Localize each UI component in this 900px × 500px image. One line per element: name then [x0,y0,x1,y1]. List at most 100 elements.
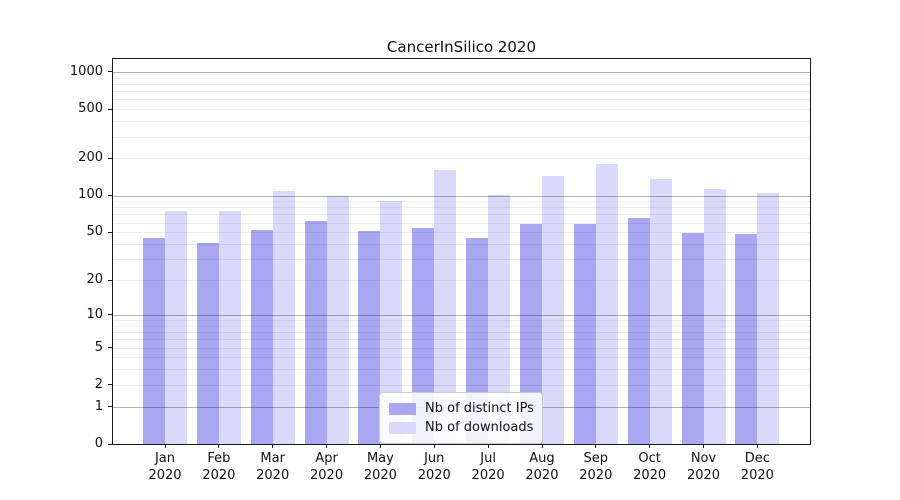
y-tick-mark [108,314,113,316]
y-tick-label: 2 [94,376,103,392]
minor-gridline [113,259,810,261]
minor-gridline [113,214,810,216]
minor-gridline [113,77,810,79]
legend: Nb of distinct IPs Nb of downloads [379,392,543,444]
bar-downloads [165,210,187,444]
x-tick-label: Dec 2020 [740,451,774,483]
minor-gridline [113,280,810,281]
legend-swatch-downloads [389,421,416,434]
x-tick-label: Apr 2020 [310,451,344,483]
y-tick-label: 1 [94,398,103,414]
bar-distinct-ips [358,231,381,444]
x-tick-mark [756,444,758,448]
minor-gridline [113,384,810,386]
x-tick-label: Aug 2020 [525,451,559,483]
bar-distinct-ips [627,218,650,444]
bar-downloads [434,170,457,444]
legend-row: Nb of distinct IPs [389,399,534,418]
bar-distinct-ips [143,237,165,444]
x-tick-label: Oct 2020 [633,451,667,483]
y-tick-mark [108,157,113,159]
x-tick-mark [326,444,328,448]
bar-downloads [488,194,511,444]
bar-distinct-ips [196,242,219,444]
x-tick-mark [595,444,597,448]
minor-gridline [113,339,810,341]
bar-distinct-ips [519,224,542,444]
minor-gridline [113,91,810,93]
y-tick-mark [108,231,113,233]
bar-downloads [649,179,672,444]
bar-downloads [380,200,403,444]
x-tick-mark [649,444,651,448]
x-tick-mark [487,444,489,448]
minor-gridline [113,332,810,333]
x-tick-mark [164,444,166,448]
bar-distinct-ips [304,220,327,444]
bar-distinct-ips [681,233,704,444]
bar-distinct-ips [412,228,435,444]
minor-gridline [113,320,810,321]
bar-downloads [595,164,618,444]
chart-title: CancerInSilico 2020 [386,38,537,56]
x-tick-mark [433,444,435,448]
y-tick-label: 1000 [69,63,103,79]
y-tick-label: 0 [94,436,103,451]
x-tick-mark [379,444,381,448]
minor-gridline [113,325,810,327]
legend-swatch-distinct-ips [389,402,416,415]
y-tick-mark [108,443,113,445]
y-tick-label: 100 [78,187,103,203]
bar-downloads [326,196,349,444]
minor-gridline [113,158,810,160]
y-tick-label: 10 [86,306,103,322]
y-tick-label: 5 [94,339,103,355]
bar-distinct-ips [250,230,273,444]
legend-row: Nb of downloads [389,418,533,437]
x-tick-label: May 2020 [363,451,397,483]
x-tick-label: Nov 2020 [686,451,721,483]
y-tick-mark [108,279,113,281]
minor-gridline [113,244,810,245]
minor-gridline [113,201,810,203]
minor-gridline [113,121,810,123]
minor-gridline [113,99,810,101]
bar-distinct-ips [573,223,596,444]
major-gridline [113,195,810,197]
plot-area: Nb of distinct IPs Nb of downloads [112,58,811,445]
x-tick-label: Jun 2020 [417,451,451,483]
x-tick-label: Sep 2020 [579,451,613,483]
x-tick-label: Feb 2020 [202,451,236,483]
x-tick-label: Mar 2020 [256,451,290,483]
bar-downloads [272,190,295,444]
y-tick-label: 200 [78,150,103,166]
minor-gridline [113,369,810,371]
y-tick-mark [108,195,113,196]
y-tick-mark [108,406,113,408]
minor-gridline [113,83,810,85]
bar-downloads [703,189,726,444]
bar-downloads [757,192,780,444]
bar-downloads [218,210,241,444]
minor-gridline [113,109,810,111]
bar-downloads [541,176,564,444]
x-tick-mark [541,444,543,448]
minor-gridline [113,357,810,359]
y-tick-label: 50 [86,224,103,240]
x-tick-mark [218,444,220,448]
x-tick-mark [272,444,274,448]
minor-gridline [113,136,810,138]
major-gridline [113,314,810,316]
legend-label-distinct-ips: Nb of distinct IPs [425,401,534,416]
minor-gridline [113,207,810,209]
legend-label-downloads: Nb of downloads [425,420,534,435]
minor-gridline [113,232,810,234]
y-tick-label: 20 [86,272,103,288]
major-gridline [113,71,810,73]
minor-gridline [113,347,810,349]
y-tick-label: 500 [78,101,103,117]
x-tick-label: Jan 2020 [148,451,182,483]
minor-gridline [113,222,810,224]
x-tick-mark [703,444,704,448]
